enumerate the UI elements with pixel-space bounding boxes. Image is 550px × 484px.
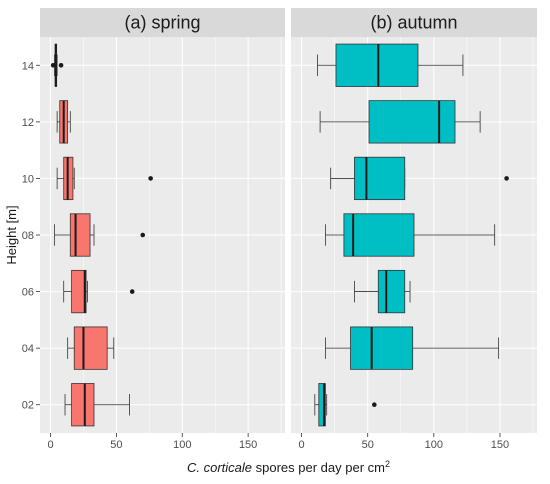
x-tick-label: 0: [47, 439, 53, 451]
outlier-point: [129, 289, 135, 294]
box-iqr: [73, 326, 108, 370]
box-04: [324, 326, 500, 370]
box-06: [354, 269, 411, 314]
box-iqr: [377, 269, 406, 314]
facet-strip: [291, 8, 537, 37]
box-06: [63, 269, 135, 314]
facet-panel-1: (a) spring 0 50 100 150: [40, 8, 285, 451]
y-axis-title: Height [m]: [4, 205, 19, 264]
y-tick-label: 08: [22, 230, 34, 242]
box-04: [67, 326, 115, 370]
facet-strip: [40, 8, 285, 37]
box-08: [324, 213, 496, 257]
x-axis-title-species: C. corticale: [187, 460, 252, 475]
outlier-point: [58, 62, 64, 68]
x-tick-label: 150: [491, 439, 509, 451]
x-tick-label: 150: [239, 439, 257, 451]
box-12: [319, 100, 481, 144]
box-iqr: [368, 100, 456, 144]
y-tick-label: 06: [22, 287, 34, 299]
y-tick-label: 10: [22, 173, 34, 185]
y-tick-label: 02: [22, 400, 34, 412]
outlier-point: [140, 232, 146, 238]
y-axis: 02 04 06 08 10 12 14 Height [m]: [4, 60, 40, 412]
x-tick-label: 0: [299, 439, 305, 451]
box-14: [317, 43, 464, 87]
y-tick-label: 04: [22, 343, 34, 355]
x-axis-title: C. corticale spores per day per cm2: [187, 459, 390, 475]
facet-title: (a) spring: [124, 13, 200, 33]
outlier-point: [148, 176, 153, 181]
box-iqr: [343, 213, 415, 257]
x-axis-title-unit: spores per day per cm: [252, 460, 385, 475]
box-02: [314, 383, 377, 427]
box-12: [56, 100, 71, 144]
box-08: [54, 213, 146, 257]
outlier-point: [504, 176, 509, 181]
outlier-point: [50, 62, 56, 68]
box-iqr: [354, 156, 406, 201]
x-tick-label: 100: [173, 439, 191, 451]
box-iqr: [350, 326, 414, 370]
x-tick-label: 50: [110, 439, 122, 451]
x-tick-label: 50: [362, 439, 374, 451]
x-tick-label: 100: [425, 439, 443, 451]
box-10: [330, 156, 509, 201]
x-axis-title-superscript: 2: [385, 459, 390, 469]
facet-title: (b) autumn: [370, 13, 457, 33]
box-iqr: [69, 213, 91, 257]
box-iqr: [71, 269, 87, 314]
box-iqr: [318, 383, 326, 427]
box-10: [56, 156, 153, 201]
y-tick-label: 12: [22, 117, 34, 129]
box-14: [50, 43, 64, 87]
box-iqr: [71, 383, 95, 427]
y-tick-label: 14: [22, 60, 34, 72]
facet-panel-2: (b) autumn 0 50 100 150: [291, 8, 537, 451]
box-iqr: [335, 43, 419, 87]
outlier-point: [372, 402, 377, 408]
box-02: [64, 383, 130, 427]
